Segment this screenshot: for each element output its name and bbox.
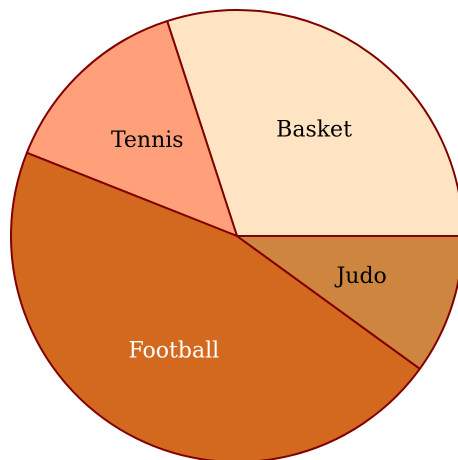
pie-label-tennis: Tennis xyxy=(111,128,184,153)
pie-slice-football xyxy=(9,151,421,460)
pie-label-judo: Judo xyxy=(334,264,386,289)
pie-slice-tennis xyxy=(25,20,238,237)
pie-label-basket: Basket xyxy=(276,117,352,142)
pie-slice-judo xyxy=(236,235,458,370)
pie-labels: Basket Tennis Football Judo xyxy=(111,117,387,363)
pie-slice-basket xyxy=(166,9,458,237)
pie-label-football: Football xyxy=(129,338,220,363)
pie-slices xyxy=(9,9,458,460)
